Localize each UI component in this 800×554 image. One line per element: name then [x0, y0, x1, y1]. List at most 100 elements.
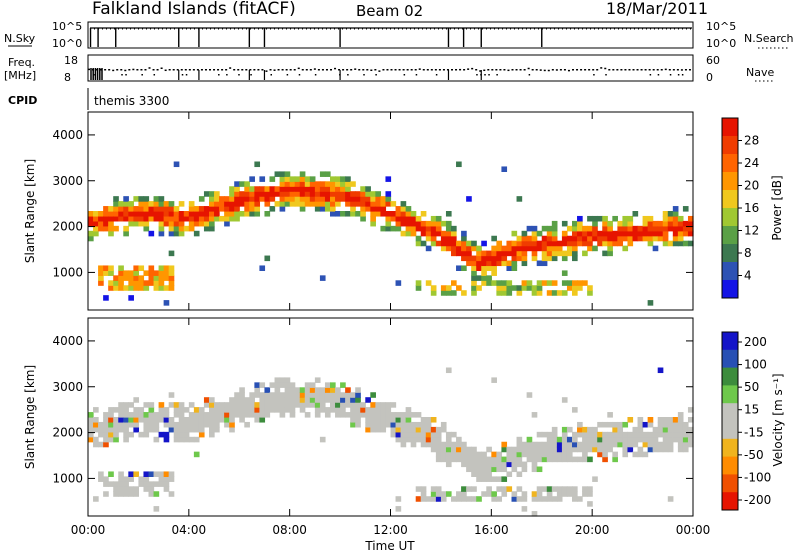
heatmap-cell: [284, 377, 291, 383]
heatmap-cell: [148, 471, 155, 477]
heatmap-cell: [627, 235, 634, 242]
heatmap-cell: [561, 491, 568, 497]
heatmap-cell: [355, 421, 361, 428]
heatmap-cell: [108, 285, 114, 291]
heatmap-cell: [123, 476, 129, 482]
heatmap-cell: [153, 275, 160, 281]
heatmap-cell: [566, 235, 573, 242]
heatmap-cell: [486, 265, 492, 271]
heatmap-cell: [451, 245, 457, 252]
heatmap-cell: [622, 451, 629, 458]
heatmap-cell: [476, 285, 482, 291]
heatmap-cell: [330, 206, 336, 212]
heatmap-cell: [536, 260, 543, 267]
heatmap-cell: [456, 451, 462, 458]
heatmap-cell: [420, 240, 427, 247]
heatmap-cell: [370, 421, 376, 428]
freq-sample: [459, 68, 462, 71]
nave-sample: [250, 74, 252, 76]
heatmap-cell: [400, 412, 407, 418]
heatmap-cell: [662, 235, 669, 242]
heatmap-cell: [350, 402, 356, 408]
heatmap-cell: [289, 397, 296, 403]
heatmap-cell: [541, 260, 548, 267]
heatmap-cell: [476, 456, 482, 463]
heatmap-cell: [405, 426, 412, 433]
heatmap-cell: [168, 225, 175, 232]
heatmap-cell: [672, 211, 679, 217]
heatmap-cell: [380, 421, 387, 428]
heatmap-cell: [98, 275, 104, 281]
heatmap-cell: [471, 240, 477, 247]
heatmap-cell: [279, 171, 286, 177]
heatmap-cell: [461, 230, 467, 237]
heatmap-cell: [239, 191, 245, 197]
freq-sample: [620, 69, 623, 71]
heatmap-cell: [531, 235, 538, 242]
heatmap-cell: [445, 235, 452, 242]
freq-sample: [88, 68, 90, 71]
heatmap-cell: [108, 265, 114, 271]
heatmap-cell: [143, 201, 150, 207]
freq-sample: [471, 67, 474, 70]
heatmap-cell: [269, 186, 276, 192]
heatmap-cell: [456, 446, 462, 453]
colorbar-swatch: [722, 118, 738, 137]
heatmap-cell: [435, 436, 442, 443]
freq-sample: [555, 69, 558, 71]
heatmap-cell: [203, 417, 210, 423]
heatmap-cell: [516, 461, 523, 468]
heatmap-cell: [133, 426, 140, 433]
heatmap-cell: [521, 441, 528, 448]
heatmap-cell: [551, 220, 558, 227]
heatmap-cell: [324, 171, 331, 177]
colorbar-swatch: [722, 438, 738, 458]
heatmap-cell: [148, 280, 155, 286]
heatmap-cell: [249, 211, 255, 217]
heatmap-cell: [113, 481, 119, 487]
heatmap-cell: [365, 397, 371, 403]
heatmap-cell: [551, 436, 558, 443]
heatmap-cell: [466, 255, 472, 262]
freq-sample: [442, 69, 445, 71]
heatmap-cell: [551, 255, 558, 262]
heatmap-cell: [304, 186, 311, 192]
heatmap-cell: [133, 421, 140, 428]
heatmap-cell: [284, 171, 291, 177]
heatmap-cell: [360, 206, 366, 212]
heatmap-cell: [143, 285, 150, 291]
heatmap-cell: [314, 397, 321, 403]
nave-sample: [415, 74, 418, 76]
heatmap-cell: [657, 230, 664, 237]
heatmap-cell: [622, 215, 629, 222]
heatmap-cell: [299, 206, 306, 212]
heatmap-cell: [435, 496, 442, 502]
heatmap-cell: [536, 441, 543, 448]
heatmap-cell: [158, 206, 165, 212]
heatmap-cell: [269, 397, 276, 403]
heatmap-cell: [224, 402, 230, 408]
heatmap-cell: [561, 397, 568, 403]
heatmap-cell: [521, 260, 528, 267]
heatmap-cell: [521, 451, 528, 458]
nave-sample: [476, 74, 478, 76]
heatmap-cell: [511, 451, 518, 458]
heatmap-cell: [461, 235, 467, 242]
heatmap-cell: [123, 417, 129, 423]
heatmap-cell: [269, 196, 276, 202]
heatmap-cell: [350, 191, 356, 197]
heatmap-cell: [239, 412, 245, 418]
heatmap-cell: [511, 260, 518, 267]
heatmap-cell: [627, 215, 634, 222]
heatmap-cell: [390, 211, 397, 217]
heatmap-cell: [335, 191, 341, 197]
heatmap-cell: [597, 431, 603, 438]
heatmap-cell: [224, 220, 230, 227]
heatmap-cell: [209, 196, 215, 202]
heatmap-cell: [652, 436, 659, 443]
heatmap-cell: [496, 451, 503, 458]
heatmap-cell: [113, 196, 119, 202]
heatmap-cell: [153, 426, 160, 433]
heatmap-cell: [466, 245, 472, 252]
